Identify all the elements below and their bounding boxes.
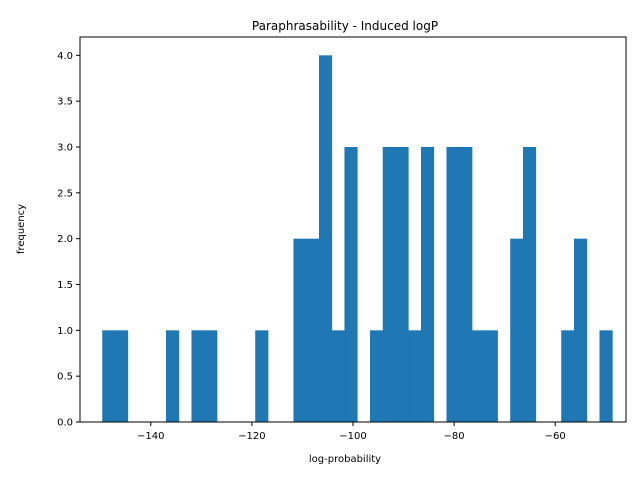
x-tick-label: −140 bbox=[137, 431, 164, 442]
histogram-bar bbox=[446, 147, 460, 422]
y-tick-label: 3.0 bbox=[57, 143, 73, 154]
chart-title: Paraphrasability - Induced logP bbox=[252, 19, 438, 33]
histogram-bar bbox=[204, 330, 218, 422]
histogram-bar bbox=[599, 330, 613, 422]
histogram-bar bbox=[369, 330, 384, 422]
histogram-bar bbox=[293, 238, 307, 422]
histogram-bar bbox=[420, 147, 435, 422]
x-tick-label: −100 bbox=[339, 431, 366, 442]
y-tick-label: 2.0 bbox=[57, 234, 73, 245]
histogram-bar bbox=[573, 238, 588, 422]
y-tick-label: 1.0 bbox=[57, 326, 73, 337]
histogram-bar bbox=[395, 147, 409, 422]
histogram-bar bbox=[382, 147, 396, 422]
histogram-bar bbox=[331, 330, 345, 422]
histogram-bar bbox=[191, 330, 205, 422]
x-tick-label: −80 bbox=[444, 431, 465, 442]
histogram-bar bbox=[484, 330, 498, 422]
histogram-bar bbox=[344, 147, 358, 422]
y-tick-label: 2.5 bbox=[57, 188, 73, 199]
plot-frame bbox=[79, 36, 627, 423]
y-tick-label: 4.0 bbox=[57, 51, 73, 62]
y-axis-label: frequency bbox=[16, 204, 27, 254]
histogram-bar bbox=[522, 147, 537, 422]
histogram-bar bbox=[102, 330, 116, 422]
y-tick-label: 0.5 bbox=[57, 372, 73, 383]
x-axis-ticks: −140 −120 −100 −80 −60 bbox=[137, 422, 566, 442]
bars-group bbox=[102, 55, 613, 422]
histogram-bar bbox=[306, 238, 320, 422]
y-tick-label: 3.5 bbox=[57, 97, 73, 108]
histogram-bar bbox=[408, 330, 422, 422]
y-tick-label: 1.5 bbox=[57, 280, 73, 291]
x-axis-label: log-probability bbox=[309, 454, 381, 465]
y-axis-ticks: 0.0 0.5 1.0 1.5 2.0 2.5 3.0 3.5 4.0 bbox=[57, 51, 80, 429]
y-tick-label: 0.0 bbox=[57, 418, 73, 429]
histogram-bar bbox=[459, 147, 473, 422]
histogram-bar bbox=[510, 238, 524, 422]
histogram-bar bbox=[318, 55, 333, 422]
x-tick-label: −60 bbox=[545, 431, 566, 442]
histogram-bar bbox=[561, 330, 575, 422]
histogram-bar bbox=[114, 330, 129, 422]
histogram-bar bbox=[255, 330, 269, 422]
histogram-bar bbox=[472, 330, 486, 422]
histogram-bar bbox=[165, 330, 180, 422]
x-tick-label: −120 bbox=[238, 431, 265, 442]
